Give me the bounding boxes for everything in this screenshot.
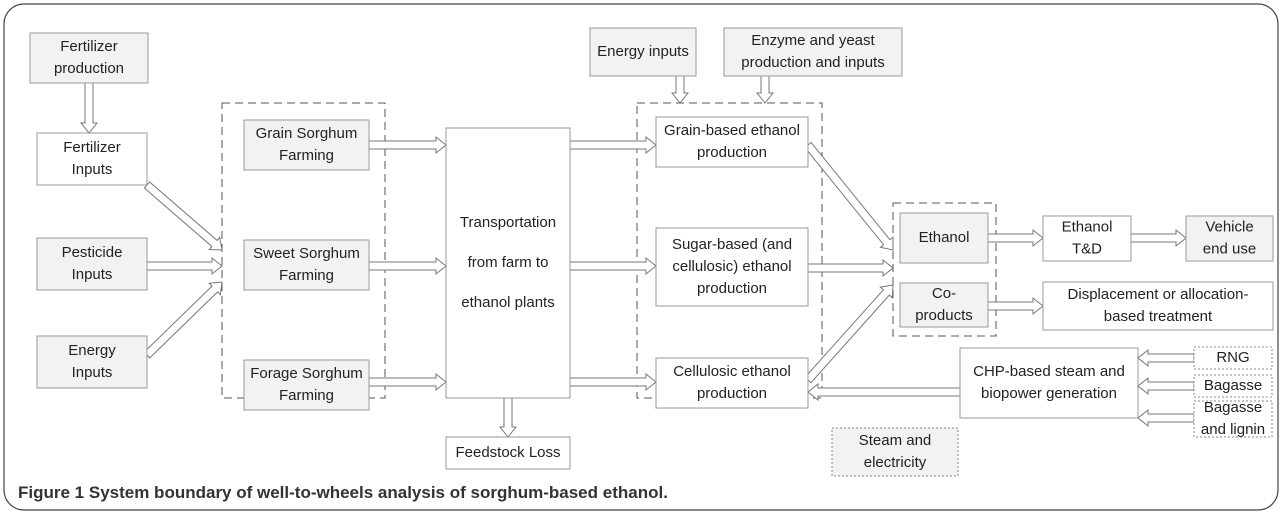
- node-label: cellulosic) ethanol: [672, 258, 791, 275]
- node-label: Displacement or allocation-: [1068, 286, 1249, 303]
- caption-label: Figure 1: [18, 483, 84, 502]
- node-label: Energy: [68, 342, 116, 359]
- products-group: [892, 202, 997, 337]
- arrow: [987, 296, 1044, 316]
- node-box: [959, 347, 1139, 419]
- arrow: [143, 281, 223, 359]
- node-label: Inputs: [72, 266, 113, 283]
- node-label: and lignin: [1201, 421, 1265, 438]
- arrow: [804, 284, 894, 384]
- node-label: Vehicle: [1205, 218, 1253, 235]
- node-box: [243, 119, 370, 171]
- node-label: production and inputs: [741, 54, 884, 71]
- arrow: [569, 256, 657, 276]
- node-label: Ethanol: [1062, 218, 1113, 235]
- node-label: CHP-based steam and: [973, 363, 1125, 380]
- node-label: RNG: [1216, 349, 1249, 366]
- node-label: production: [697, 144, 767, 161]
- node-label: Farming: [279, 267, 334, 284]
- node-label: Bagasse: [1204, 399, 1262, 416]
- node-label: Fertilizer: [63, 139, 121, 156]
- frame: [3, 3, 1279, 511]
- node-label: Bagasse: [1204, 377, 1262, 394]
- node-label: Forage Sorghum: [250, 365, 363, 382]
- node-label: Enzyme and yeast: [751, 32, 875, 49]
- node-box: [36, 237, 148, 291]
- node-label: Feedstock Loss: [455, 444, 560, 461]
- node-box: [899, 282, 989, 328]
- node-box: [655, 116, 809, 168]
- arrow: [1137, 408, 1195, 428]
- arrow: [79, 82, 99, 134]
- arrow: [368, 135, 447, 155]
- node-box: [445, 127, 571, 399]
- node-label: from farm to: [468, 254, 549, 271]
- node-label: biopower generation: [981, 385, 1117, 402]
- arrow: [755, 75, 775, 104]
- node-label: products: [915, 307, 973, 324]
- arrow: [1137, 348, 1195, 368]
- node-box: [655, 227, 809, 307]
- node-box: [1042, 215, 1132, 262]
- arrow: [368, 372, 447, 392]
- node-label: Co-: [932, 285, 956, 302]
- arrow: [143, 181, 223, 251]
- node-box: [723, 27, 903, 77]
- arrow: [146, 256, 223, 276]
- node-box: [243, 239, 370, 291]
- node-label: Sweet Sorghum: [253, 245, 360, 262]
- arrow: [1130, 228, 1187, 248]
- node-label: Sugar-based (and: [672, 236, 792, 253]
- arrow: [807, 258, 894, 278]
- arrow: [807, 382, 961, 402]
- node-label: Pesticide: [62, 244, 123, 261]
- node-box: [243, 359, 370, 411]
- arrow: [1137, 376, 1195, 396]
- node-box: [445, 436, 571, 470]
- node-box: [655, 357, 809, 409]
- node-box: [36, 335, 148, 389]
- node-label: production: [697, 280, 767, 297]
- node-label: production: [54, 60, 124, 77]
- node-label: electricity: [864, 454, 927, 471]
- node-label: production: [697, 385, 767, 402]
- node-box: [36, 132, 148, 186]
- node-box: [589, 27, 697, 77]
- node-label: Farming: [279, 147, 334, 164]
- node-label: Energy inputs: [597, 43, 689, 60]
- arrow: [987, 228, 1044, 248]
- node-label: Farming: [279, 387, 334, 404]
- arrow: [498, 397, 518, 438]
- node-label: based treatment: [1104, 308, 1213, 325]
- node-label: Inputs: [72, 161, 113, 178]
- node-box: [1193, 400, 1273, 438]
- node-label: Inputs: [72, 364, 113, 381]
- node-label: end use: [1203, 240, 1256, 257]
- node-label: Cellulosic ethanol: [673, 363, 791, 380]
- node-box: [1193, 346, 1273, 370]
- node-label: Steam and: [859, 432, 932, 449]
- node-box: [1185, 215, 1274, 262]
- node-label: ethanol plants: [461, 294, 554, 311]
- node-label: Fertilizer: [60, 38, 118, 55]
- node-box: [1042, 281, 1274, 331]
- node-label: Ethanol: [919, 229, 970, 246]
- arrow: [569, 135, 657, 155]
- caption: Figure 1 System boundary of well-to-whee…: [18, 483, 668, 502]
- node-box: [831, 427, 959, 477]
- node-box: [1193, 374, 1273, 398]
- caption-text: System boundary of well-to-wheels analys…: [89, 483, 668, 502]
- arrow: [804, 141, 894, 251]
- node-label: Grain Sorghum: [256, 125, 358, 142]
- node-label: Transportation: [460, 214, 556, 231]
- arrow: [670, 75, 690, 104]
- node-box: [899, 212, 989, 264]
- arrow: [569, 372, 657, 392]
- node-box: [29, 32, 149, 84]
- node-label: T&D: [1072, 240, 1102, 257]
- arrow: [368, 256, 447, 276]
- node-label: Grain-based ethanol: [664, 122, 800, 139]
